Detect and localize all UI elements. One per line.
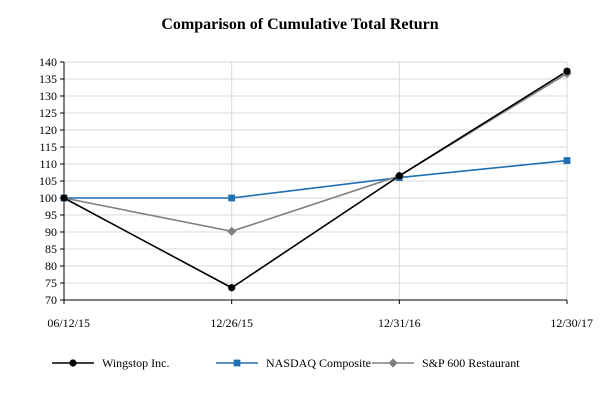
data-point-1-3 — [563, 157, 571, 164]
y-tick-label: 100 — [39, 191, 57, 205]
chart-title: Comparison of Cumulative Total Return — [161, 16, 438, 33]
series-line-1 — [64, 159, 568, 199]
y-tick-label: 120 — [39, 123, 57, 137]
y-tick-labels: 70 75 80 85 90 95 100 105 110 115 120 125 130 135 140 — [39, 55, 57, 307]
y-tick-label: 135 — [39, 72, 57, 86]
y-tick-label: 95 — [45, 208, 57, 222]
data-point-0-0 — [60, 194, 68, 202]
y-tick-label: 115 — [39, 140, 57, 154]
series-line-0 — [63, 70, 568, 289]
data-point-0-1 — [228, 284, 236, 292]
x-tick-label: 12/30/17 — [550, 316, 593, 330]
data-point-0-3 — [563, 67, 571, 75]
x-tick-label: 12/31/16 — [378, 316, 421, 330]
legend-label-2: S&P 600 Restaurant — [422, 356, 520, 370]
series-markers — [59, 67, 572, 292]
series-lines — [63, 70, 568, 289]
grid — [63, 61, 568, 301]
data-point-2-1 — [227, 226, 237, 236]
y-tick-label: 90 — [45, 225, 57, 239]
legend-marker-2 — [388, 358, 398, 368]
y-tick-label: 125 — [39, 106, 57, 120]
y-tick-label: 80 — [45, 259, 57, 273]
legend-marker-1 — [233, 359, 241, 367]
legend-label-0: Wingstop Inc. — [102, 356, 170, 370]
y-tick-label: 110 — [39, 157, 57, 171]
legend-label-1: NASDAQ Composite — [266, 356, 371, 370]
axes — [60, 61, 568, 304]
x-tick-labels: 06/12/15 12/26/15 12/31/16 12/30/17 — [47, 316, 593, 330]
series-line-2 — [63, 72, 568, 233]
y-tick-label: 130 — [39, 89, 57, 103]
y-tick-label: 140 — [39, 55, 57, 69]
y-tick-label: 75 — [45, 276, 57, 290]
data-point-1-1 — [228, 194, 236, 202]
y-tick-label: 85 — [45, 242, 57, 256]
x-tick-label: 06/12/15 — [47, 316, 90, 330]
legend-marker-0 — [69, 359, 77, 367]
legend: Wingstop Inc. NASDAQ Composite S&P 600 Res… — [52, 356, 520, 370]
data-point-0-2 — [395, 172, 403, 180]
x-tick-label: 12/26/15 — [210, 316, 253, 330]
y-tick-label: 105 — [39, 174, 57, 188]
y-tick-label: 70 — [45, 293, 57, 307]
